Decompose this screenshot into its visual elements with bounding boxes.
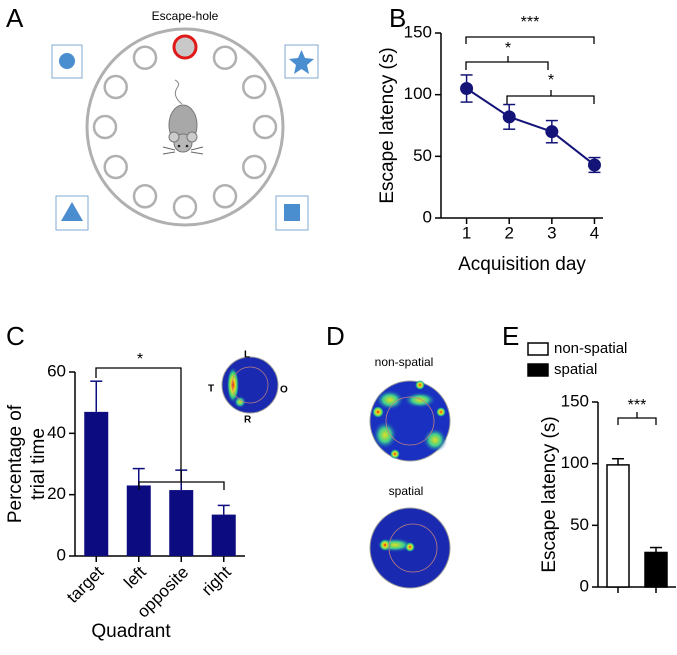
inset-heatmap: L T O R (208, 350, 288, 426)
cue (55, 195, 89, 231)
panel-label: A (6, 3, 24, 33)
point (502, 110, 516, 124)
x-tick-label: 3 (547, 223, 556, 242)
error-bar (612, 457, 624, 465)
x-tick-label: target (63, 562, 107, 606)
legend-label: non-spatial (554, 340, 627, 357)
heatmaps: non-spatial spatial (369, 355, 451, 589)
hole (92, 114, 118, 140)
significance-bracket (138, 481, 225, 490)
bar (169, 490, 194, 556)
y-tick-label: 150 (404, 22, 432, 41)
hole (242, 74, 267, 100)
significance-label: * (548, 72, 554, 89)
inset-label: T (208, 384, 214, 395)
mouse (162, 79, 204, 155)
hole (252, 114, 278, 140)
cue-star (289, 50, 314, 74)
error-bar (90, 380, 103, 412)
cue-triangle (61, 202, 83, 221)
hole (212, 184, 238, 209)
y-tick-label: 50 (570, 515, 589, 534)
y-axis-label: Escape latency (s) (377, 47, 398, 203)
maze-label: Escape-hole (152, 9, 219, 23)
hole (132, 45, 158, 70)
line (466, 87, 596, 166)
significance-label: * (137, 351, 143, 368)
y-tick-label: 0 (57, 545, 66, 564)
bar (84, 411, 109, 556)
legend-swatch (527, 363, 549, 377)
error-bar (650, 546, 662, 553)
y-tick-label: 0 (580, 576, 589, 595)
hole (172, 34, 198, 60)
significance-label: *** (628, 397, 647, 414)
y-tick-label: 0 (423, 207, 432, 226)
bar (644, 551, 668, 588)
hole (242, 154, 267, 180)
x-axis-label: Quadrant (91, 621, 171, 642)
significance-bracket (465, 61, 549, 70)
y-tick-label: 50 (413, 146, 432, 165)
significance-bracket (617, 417, 657, 425)
cue (51, 44, 83, 79)
significance-bracket (465, 36, 595, 44)
y-tick-label: 40 (47, 423, 66, 442)
x-tick-label: 4 (590, 223, 599, 242)
y-axis-label: Escape latency (s) (539, 416, 560, 572)
heatmap-label: spatial (389, 484, 424, 498)
y-tick-label: 100 (561, 453, 589, 472)
hole (103, 74, 128, 100)
maze: Escape-hole (51, 9, 319, 231)
panel-label: C (6, 321, 25, 351)
panel-label: B (389, 3, 406, 33)
x-axis-label: Acquisition day (458, 254, 586, 275)
inset-label: O (280, 385, 288, 396)
significance-bracket (95, 367, 182, 482)
hole (212, 45, 238, 70)
y-tick-label: 60 (47, 361, 66, 380)
panel-labels: A B C D E (6, 3, 519, 351)
bar (211, 514, 236, 556)
y-tick-label: 150 (561, 391, 589, 410)
x-tick-label: 1 (462, 223, 471, 242)
panel-label: E (502, 321, 519, 351)
heatmap-label: non-spatial (375, 355, 434, 369)
x-tick-label: left (120, 562, 150, 592)
point (545, 125, 559, 139)
hole (172, 194, 198, 220)
y-tick-label: 100 (404, 84, 432, 103)
inset-label: R (244, 415, 252, 426)
cue-square (284, 204, 300, 221)
y-axis-label: Percentage of (5, 404, 26, 523)
panel-label: D (326, 321, 345, 351)
significance-bracket (506, 95, 595, 104)
point (587, 158, 601, 172)
significance-label: *** (521, 14, 540, 31)
y-tick-label: 20 (47, 484, 66, 503)
legend-label: spatial (554, 361, 597, 378)
cue-circle (59, 53, 75, 69)
y-axis-label: trial time (28, 428, 49, 500)
bar (126, 485, 151, 556)
holes (92, 34, 278, 220)
bar (606, 464, 630, 588)
error-bar (217, 504, 230, 515)
x-tick-label: 2 (504, 223, 513, 242)
hole (132, 184, 158, 209)
legend-swatch (527, 342, 549, 356)
hole (103, 154, 128, 180)
point (460, 82, 474, 95)
inset-label: L (244, 350, 250, 361)
x-tick-label: right (198, 562, 235, 599)
significance-label: * (505, 40, 511, 57)
